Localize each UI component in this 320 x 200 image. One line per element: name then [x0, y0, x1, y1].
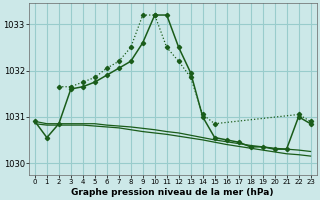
X-axis label: Graphe pression niveau de la mer (hPa): Graphe pression niveau de la mer (hPa) — [71, 188, 274, 197]
